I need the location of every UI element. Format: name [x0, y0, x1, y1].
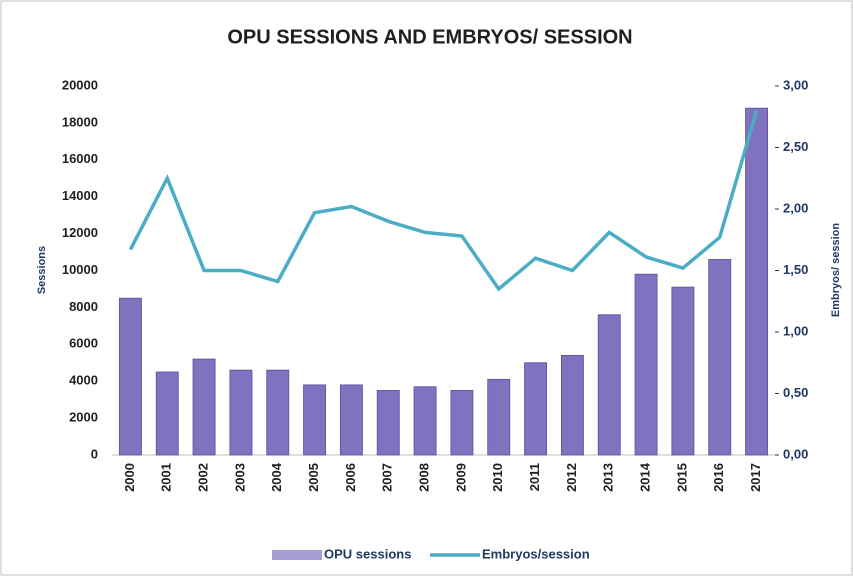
x-tick-label: 2004 [269, 462, 284, 492]
bar [560, 354, 584, 456]
x-tick-label: 2010 [490, 463, 505, 492]
bar [339, 384, 363, 456]
legend-label: OPU sessions [324, 546, 411, 561]
legend-swatch [272, 550, 322, 560]
y2-tick-label: 2,50 [783, 139, 808, 154]
y-tick-label: 8000 [69, 299, 98, 314]
x-tick-label: 2011 [527, 463, 542, 491]
bar [450, 390, 474, 456]
y-tick-label: 6000 [69, 336, 98, 351]
x-tick-label: 2000 [122, 463, 137, 492]
x-tick-label: 2014 [638, 462, 653, 492]
y-tick-label: 0 [91, 446, 98, 461]
bar [671, 286, 695, 456]
x-tick-label: 2002 [196, 463, 211, 492]
bar [597, 314, 621, 456]
y-tick-label: 12000 [62, 225, 98, 240]
x-tick-label: 2006 [343, 463, 358, 492]
y2-tick-label: 2,00 [783, 200, 808, 215]
bar [376, 390, 400, 456]
x-tick-label: 2005 [306, 463, 321, 492]
bar [487, 378, 511, 456]
bar [413, 386, 437, 456]
y2-tick-label: 0,00 [783, 446, 808, 461]
x-tick-label: 2013 [601, 463, 616, 492]
x-tick-label: 2015 [674, 463, 689, 492]
bar [229, 369, 253, 456]
x-tick-label: 2001 [159, 463, 174, 492]
bar [634, 273, 658, 456]
x-tick-label: 2003 [232, 463, 247, 492]
chart-title: OPU SESSIONS AND EMBRYOS/ SESSION [227, 26, 632, 48]
y-tick-label: 2000 [69, 410, 98, 425]
y-tick-label: 20000 [62, 77, 98, 92]
bar [745, 107, 769, 456]
y2-axis-label: Embryos/ session [830, 223, 842, 317]
x-tick-label: 2007 [380, 463, 395, 492]
x-tick-label: 2008 [417, 463, 432, 492]
y-tick-label: 18000 [62, 114, 98, 129]
x-tick-label: 2012 [564, 463, 579, 492]
x-tick-label: 2009 [453, 463, 468, 492]
y2-tick-label: 3,00 [783, 77, 808, 92]
bar [155, 371, 179, 456]
y-tick-label: 14000 [62, 188, 98, 203]
y-axis-label: Sessions [36, 246, 48, 294]
y2-tick-label: 0,50 [783, 385, 808, 400]
bar [266, 369, 290, 456]
y-tick-label: 16000 [62, 151, 98, 166]
x-tick-label: 2017 [748, 463, 763, 492]
bar [192, 358, 216, 456]
bar [303, 384, 327, 456]
y2-tick-label: 1,00 [783, 323, 808, 338]
line [128, 110, 759, 292]
x-tick-label: 2016 [711, 463, 726, 492]
y2-tick-label: 1,50 [783, 262, 808, 277]
legend-label: Embryos/session [482, 546, 590, 561]
bar [118, 297, 142, 456]
y-tick-label: 4000 [69, 373, 98, 388]
bar [708, 259, 732, 456]
y-tick-label: 10000 [62, 262, 98, 277]
bar [524, 362, 548, 456]
